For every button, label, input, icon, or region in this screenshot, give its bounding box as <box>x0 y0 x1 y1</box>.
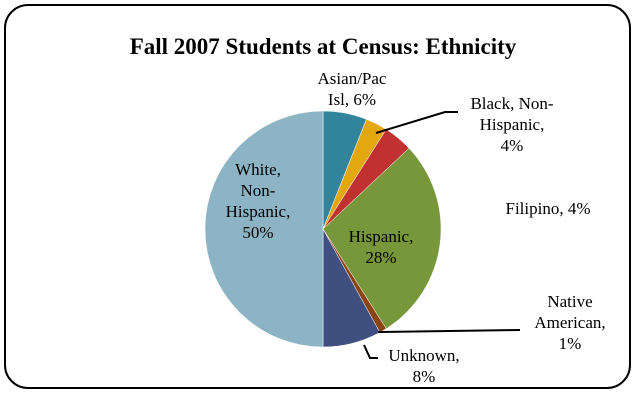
leader-line-unknown <box>363 344 378 359</box>
data-label-filipino: Filipino, 4% <box>505 199 590 218</box>
pie-slices <box>204 110 442 348</box>
leader-line-native-american <box>377 329 521 333</box>
leader-line-black-non-hispanic <box>375 111 458 134</box>
data-label-asian-pac-isl: Asian/Pac Isl, 6% <box>318 69 387 109</box>
leader-lines <box>363 111 521 359</box>
data-label-hispanic: Hispanic, 28% <box>349 227 414 267</box>
data-label-white-non-hispanic: White, Non-Hispanic, 50% <box>226 160 291 242</box>
pie-slice-hispanic <box>322 147 442 329</box>
chart-title: Fall 2007 Students at Census: Ethnicity <box>130 34 517 59</box>
data-label-unknown: Unknown, 8% <box>388 346 459 386</box>
data-label-black-non-hispanic: Black, Non-Hispanic, 4% <box>470 94 553 155</box>
pie-slice-white-non-hispanic <box>204 110 324 348</box>
data-label-native-american: Native American, 1% <box>534 292 605 353</box>
data-labels: Asian/Pac Isl, 6% Filipino, 4% Black, Non-H… <box>226 69 606 386</box>
